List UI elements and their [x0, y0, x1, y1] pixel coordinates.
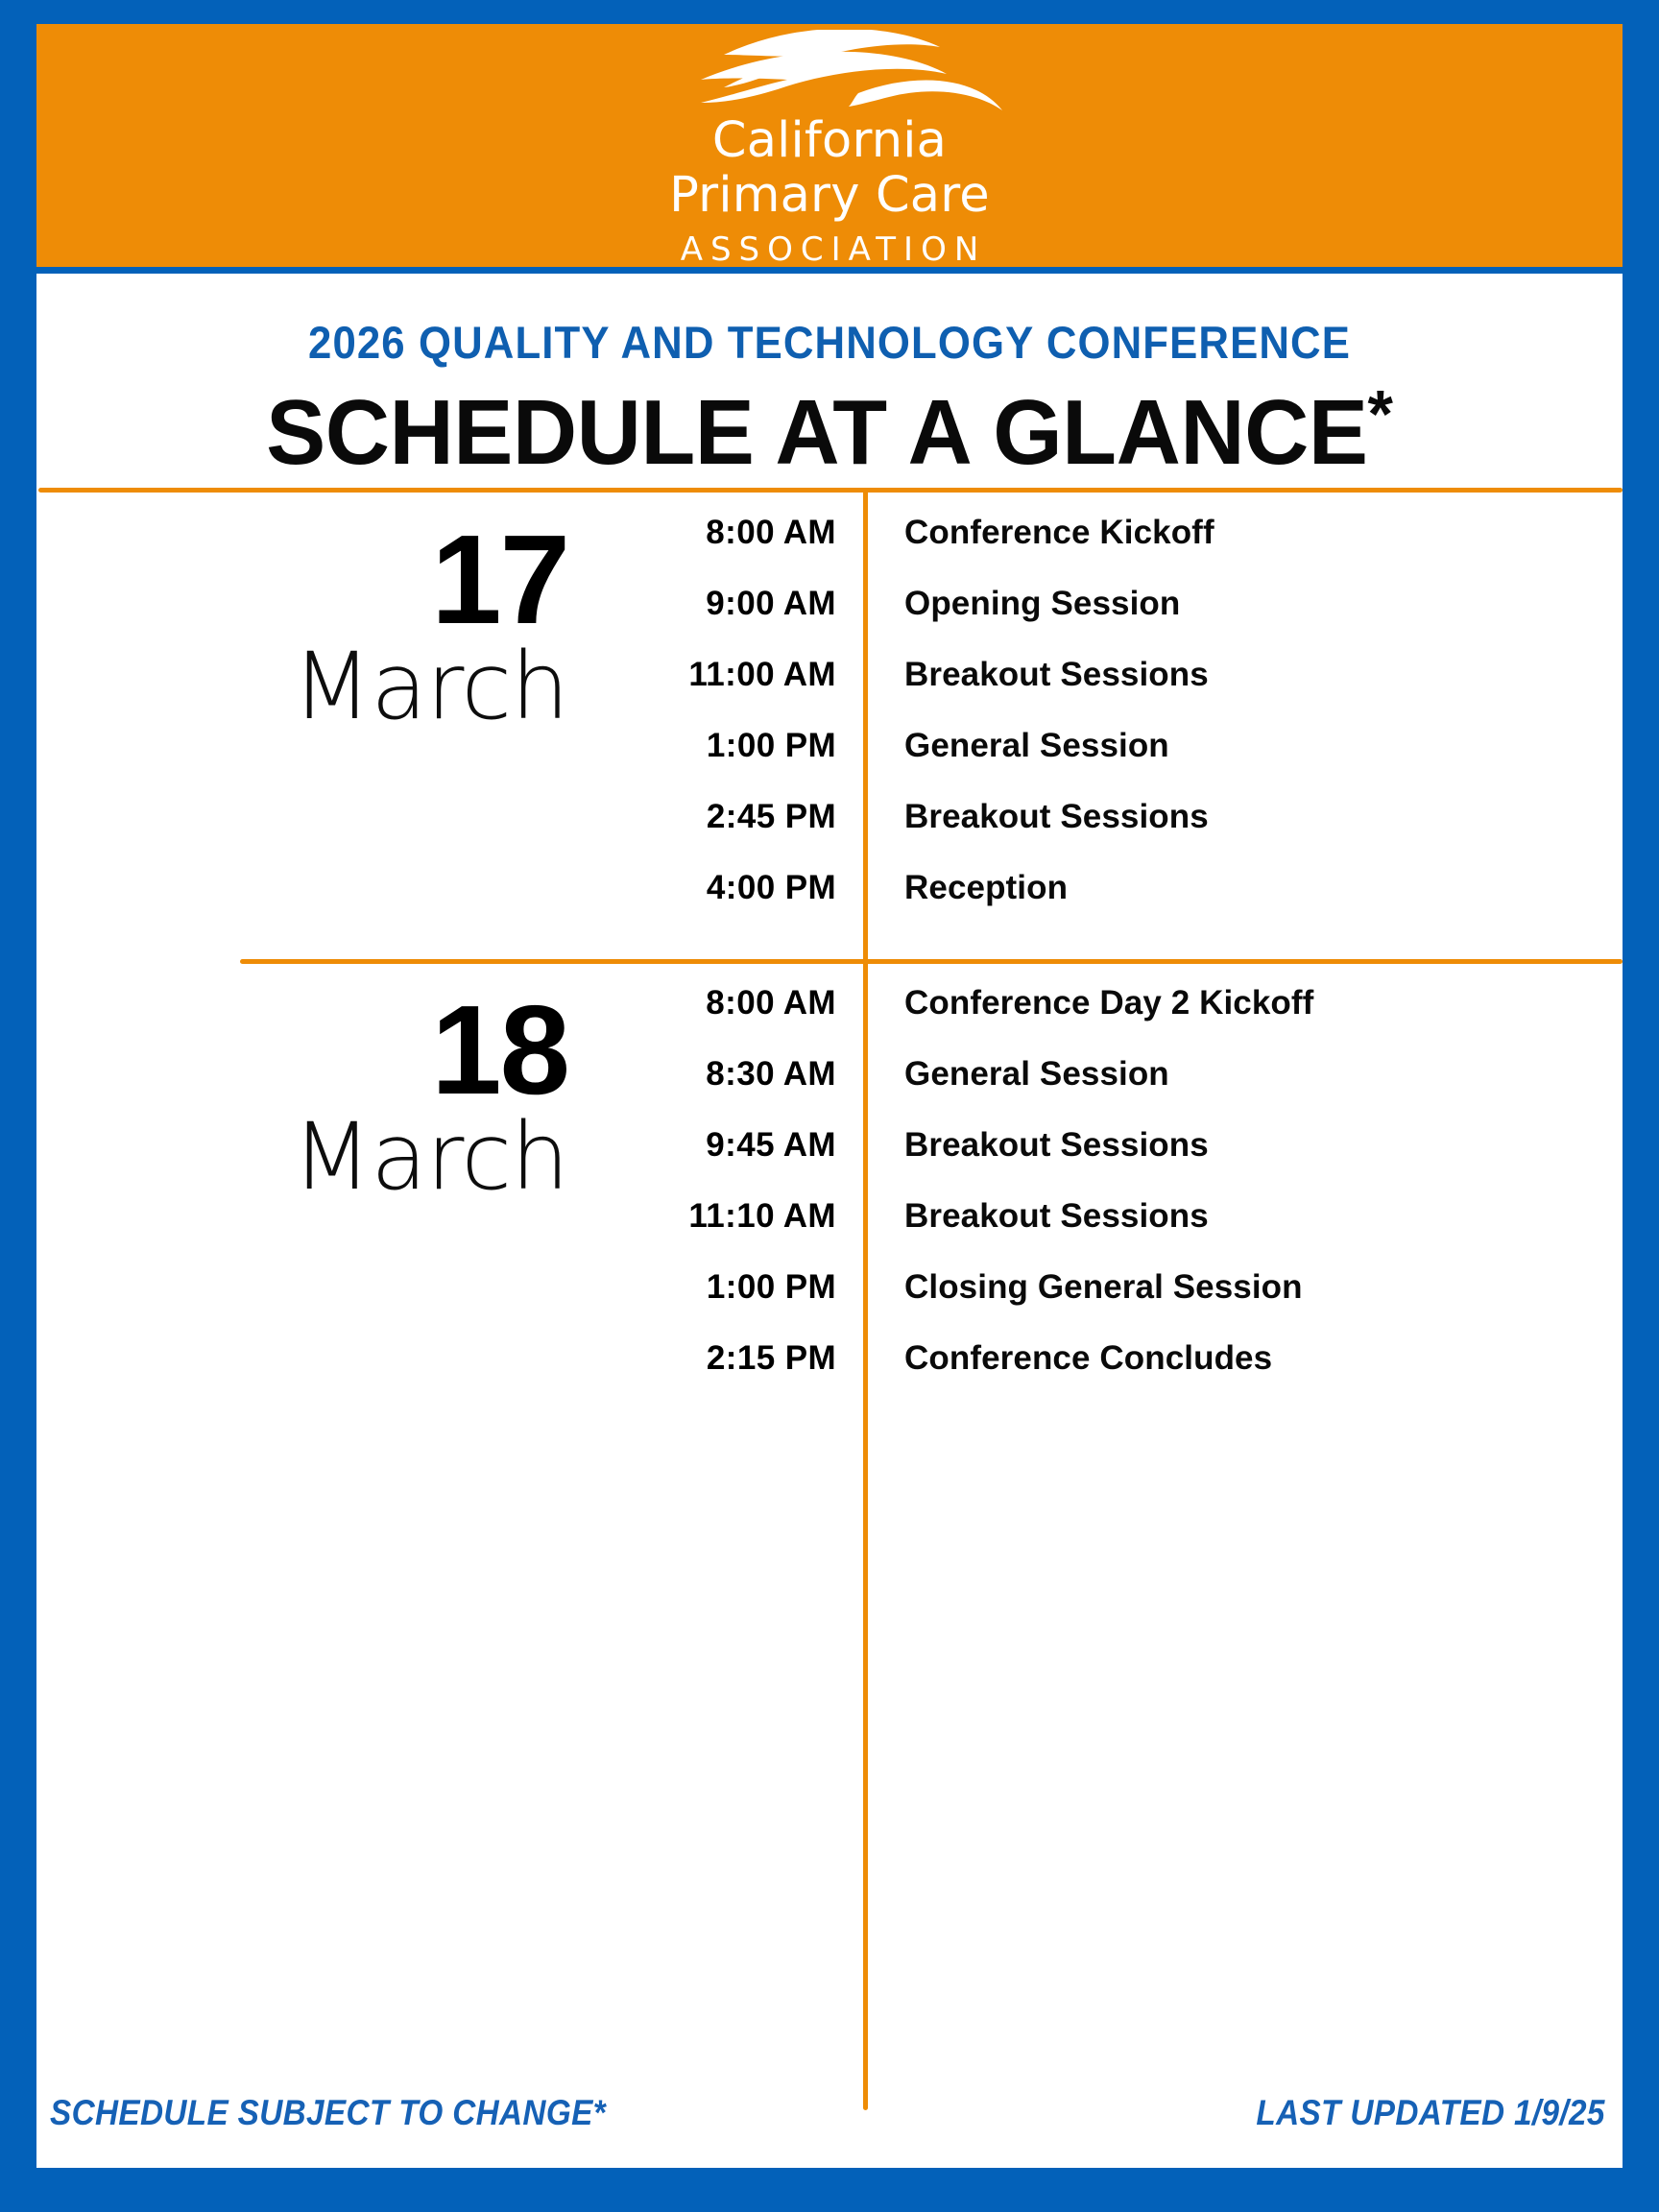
session-time: 1:00 PM: [706, 1268, 836, 1306]
date-column: 18 March: [36, 974, 622, 1410]
session-label: Breakout Sessions: [904, 798, 1209, 835]
session-label: Breakout Sessions: [904, 1126, 1209, 1164]
session-time: 4:00 PM: [706, 869, 836, 906]
cpca-wordmark: California Primary Care ASSOCIATION: [669, 116, 990, 266]
session-time: 2:15 PM: [706, 1339, 836, 1377]
session-label: Breakout Sessions: [904, 656, 1209, 693]
schedule-row: 2:45 PM Breakout Sessions: [622, 798, 1623, 869]
logo-line-primary-care: Primary Care: [669, 167, 990, 224]
schedule-row: 11:00 AM Breakout Sessions: [622, 656, 1623, 727]
schedule-row: 8:00 AM Conference Day 2 Kickoff: [622, 984, 1623, 1055]
day-block: 17 March 8:00 AM Conference Kickoff 9:00…: [36, 504, 1623, 940]
divider-top: [38, 488, 1623, 493]
session-time: 9:00 AM: [706, 585, 836, 622]
session-label: General Session: [904, 727, 1169, 764]
session-list: 8:00 AM Conference Day 2 Kickoff 8:30 AM…: [622, 974, 1623, 1410]
session-label: Closing General Session: [904, 1268, 1303, 1306]
schedule-row: 4:00 PM Reception: [622, 869, 1623, 940]
title-asterisk: *: [1367, 376, 1393, 451]
session-list: 8:00 AM Conference Kickoff 9:00 AM Openi…: [622, 504, 1623, 940]
session-label: Reception: [904, 869, 1069, 906]
schedule-row: 2:15 PM Conference Concludes: [622, 1339, 1623, 1410]
date-day-number: 17: [431, 509, 570, 650]
schedule-row: 1:00 PM Closing General Session: [622, 1268, 1623, 1339]
session-time: 8:00 AM: [706, 514, 836, 551]
date-column: 17 March: [36, 504, 622, 940]
session-time: 11:00 AM: [688, 656, 836, 693]
footer: SCHEDULE SUBJECT TO CHANGE* LAST UPDATED…: [50, 2093, 1605, 2133]
schedule-row: 11:10 AM Breakout Sessions: [622, 1197, 1623, 1268]
session-time: 11:10 AM: [688, 1197, 836, 1235]
session-time: 1:00 PM: [706, 727, 836, 764]
schedule-row: 1:00 PM General Session: [622, 727, 1623, 798]
logo-line-association: ASSOCIATION: [680, 230, 987, 269]
date-month-name: March: [292, 632, 569, 740]
date-day-number: 18: [431, 979, 570, 1120]
content-card: 2026 QUALITY AND TECHNOLOGY CONFERENCE S…: [36, 274, 1623, 2168]
session-label: Opening Session: [904, 585, 1181, 622]
footer-subject-to-change-note: SCHEDULE SUBJECT TO CHANGE*: [50, 2093, 606, 2132]
footer-last-updated-note: LAST UPDATED 1/9/25: [1256, 2093, 1605, 2132]
session-label: General Session: [904, 1055, 1169, 1093]
title-block: 2026 QUALITY AND TECHNOLOGY CONFERENCE S…: [36, 274, 1623, 483]
session-label: Conference Kickoff: [904, 514, 1214, 551]
schedule-row: 8:30 AM General Session: [622, 1055, 1623, 1126]
logo-line-california: California: [711, 112, 948, 169]
session-time: 8:30 AM: [706, 1055, 836, 1093]
session-label: Conference Day 2 Kickoff: [904, 984, 1314, 1022]
cpca-swoosh-icon: [701, 30, 1002, 110]
session-time: 2:45 PM: [706, 798, 836, 835]
divider-vertical: [863, 488, 868, 2110]
session-label: Conference Concludes: [904, 1339, 1273, 1377]
session-time: 8:00 AM: [706, 984, 836, 1022]
schedule-row: 9:00 AM Opening Session: [622, 585, 1623, 656]
session-label: Breakout Sessions: [904, 1197, 1209, 1235]
day-block: 18 March 8:00 AM Conference Day 2 Kickof…: [36, 974, 1623, 1410]
divider-between-days: [240, 959, 1623, 964]
schedule-row: 9:45 AM Breakout Sessions: [622, 1126, 1623, 1197]
date-month-name: March: [292, 1102, 569, 1211]
conference-eyebrow: 2026 QUALITY AND TECHNOLOGY CONFERENCE: [308, 317, 1351, 368]
schedule-row: 8:00 AM Conference Kickoff: [622, 514, 1623, 585]
logo-header-band: California Primary Care ASSOCIATION: [36, 24, 1623, 267]
session-time: 9:45 AM: [706, 1126, 836, 1164]
page-title: SCHEDULE AT A GLANCE*: [60, 376, 1599, 484]
page-title-text: SCHEDULE AT A GLANCE: [266, 381, 1368, 484]
cpca-logo-lockup: California Primary Care ASSOCIATION: [36, 30, 1623, 266]
